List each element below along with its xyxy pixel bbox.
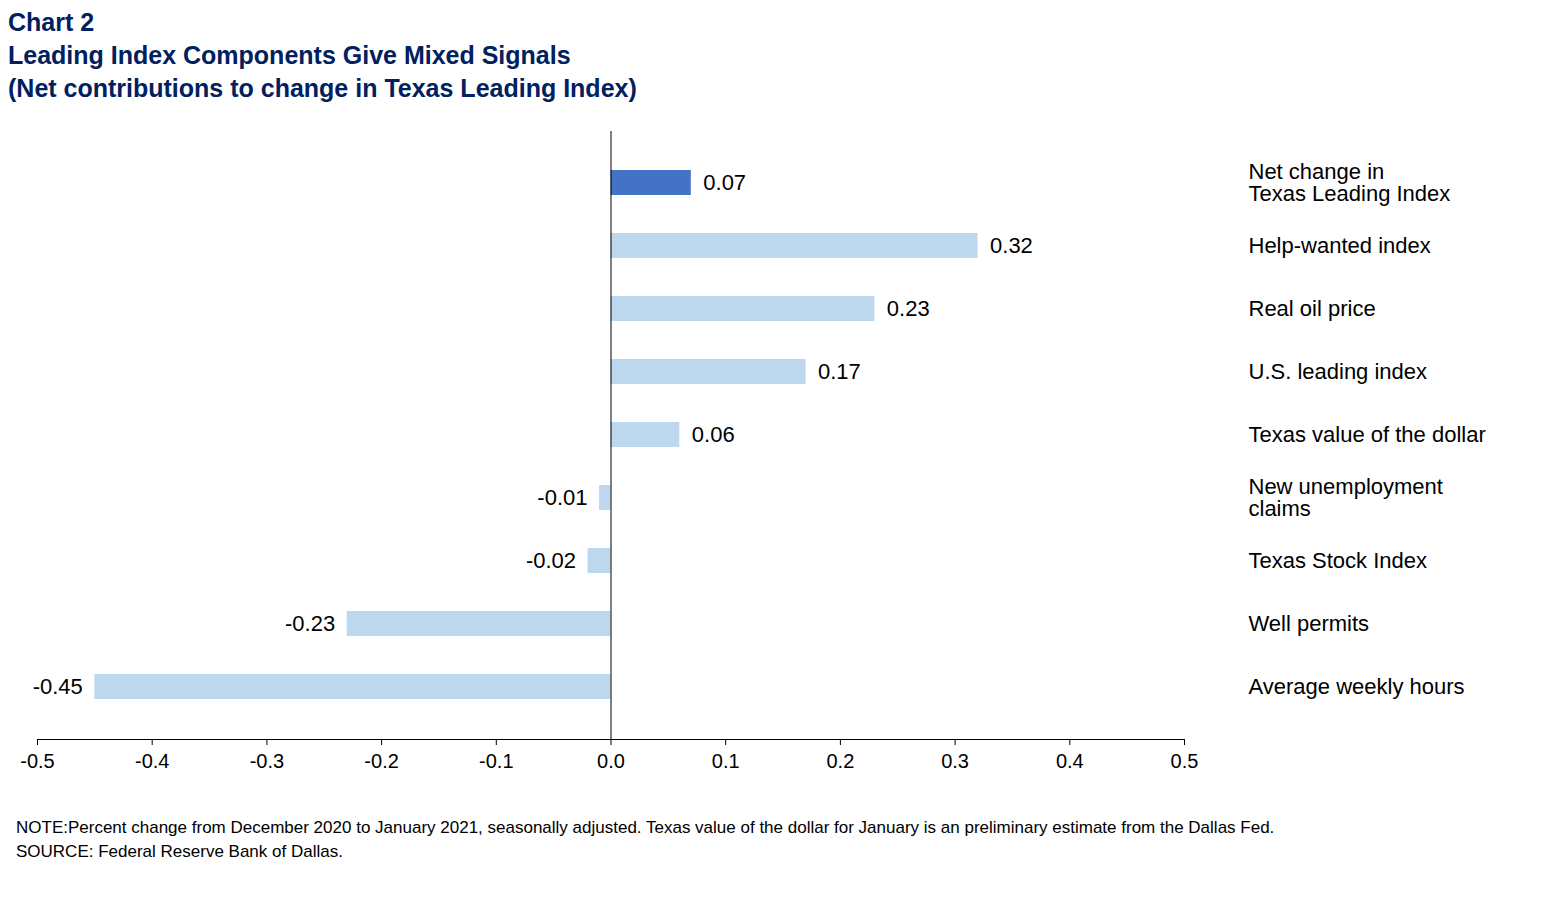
svg-text:0.2: 0.2 xyxy=(826,750,854,772)
svg-text:0.17: 0.17 xyxy=(818,359,861,384)
svg-text:0.3: 0.3 xyxy=(941,750,969,772)
svg-text:-0.23: -0.23 xyxy=(285,611,335,636)
svg-text:0.4: 0.4 xyxy=(1056,750,1084,772)
svg-text:0.5: 0.5 xyxy=(1171,750,1199,772)
svg-text:U.S. leading index: U.S. leading index xyxy=(1249,359,1428,384)
svg-text:Texas value of the dollar: Texas value of the dollar xyxy=(1249,422,1486,447)
svg-text:-0.45: -0.45 xyxy=(33,674,83,699)
svg-text:Help-wanted index: Help-wanted index xyxy=(1249,233,1431,258)
svg-text:New unemploymentclaims: New unemploymentclaims xyxy=(1249,474,1443,521)
svg-text:-0.5: -0.5 xyxy=(20,750,54,772)
html-text:(Net contributions to change i: (Net contributions to change in Texas Le… xyxy=(8,74,637,102)
svg-text:Net change inTexas Leading Ind: Net change inTexas Leading Index xyxy=(1249,159,1451,206)
svg-text:-0.2: -0.2 xyxy=(364,750,398,772)
svg-text:0.32: 0.32 xyxy=(990,233,1033,258)
svg-text:Texas Stock Index: Texas Stock Index xyxy=(1249,548,1428,573)
html-text:NOTE:Percent change from Decem: NOTE:Percent change from December 2020 t… xyxy=(16,818,1275,837)
svg-text:-0.1: -0.1 xyxy=(479,750,513,772)
svg-text:-0.3: -0.3 xyxy=(250,750,284,772)
svg-text:0.23: 0.23 xyxy=(887,296,930,321)
svg-text:0.06: 0.06 xyxy=(692,422,735,447)
svg-text:-0.02: -0.02 xyxy=(526,548,576,573)
svg-text:0.0: 0.0 xyxy=(597,750,625,772)
html-text:Leading Index Components Give: Leading Index Components Give Mixed Sign… xyxy=(8,41,571,69)
html-text:Chart 2: Chart 2 xyxy=(8,8,95,36)
svg-text:-0.01: -0.01 xyxy=(537,485,587,510)
html-text:SOURCE: Federal Reserve Bank o: SOURCE: Federal Reserve Bank of Dallas. xyxy=(16,842,343,861)
svg-text:-0.4: -0.4 xyxy=(135,750,169,772)
svg-text:Average weekly hours: Average weekly hours xyxy=(1249,674,1465,699)
svg-text:0.07: 0.07 xyxy=(703,170,746,195)
svg-text:Well permits: Well permits xyxy=(1249,611,1370,636)
svg-text:0.1: 0.1 xyxy=(712,750,740,772)
svg-text:Real oil price: Real oil price xyxy=(1249,296,1376,321)
